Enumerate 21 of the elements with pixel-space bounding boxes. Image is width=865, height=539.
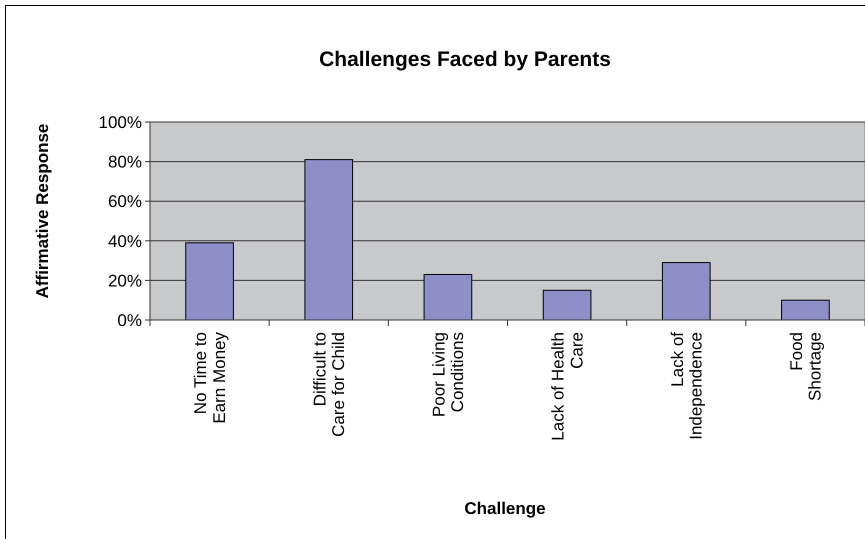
y-tick-label: 20% — [108, 271, 142, 290]
x-tick-label: No Time to Earn Money — [191, 332, 229, 424]
bar — [185, 242, 234, 320]
y-tick-label: 0% — [117, 310, 142, 330]
bar — [304, 159, 354, 320]
x-tick-label: Poor Living Conditions — [430, 332, 468, 418]
y-tick-label: 40% — [108, 232, 142, 251]
y-tick-label: 80% — [108, 152, 142, 172]
x-tick-label: Food Shortage — [787, 332, 825, 401]
bar — [542, 290, 592, 320]
bar — [781, 300, 830, 320]
y-axis-title: Affirmative Response — [33, 124, 52, 298]
bar — [662, 262, 711, 320]
x-tick-label: Difficult to Care for Child — [310, 332, 348, 437]
y-tick-label: 60% — [108, 192, 142, 212]
bar — [424, 274, 472, 320]
chart-title: Challenges Faced by Parents — [319, 48, 611, 71]
x-axis-title: Challenge — [464, 499, 546, 518]
y-tick-label: 100% — [98, 112, 142, 132]
x-tick-label: Lack of Independence — [668, 332, 706, 440]
x-tick-label: Lack of Health Care — [548, 332, 586, 441]
